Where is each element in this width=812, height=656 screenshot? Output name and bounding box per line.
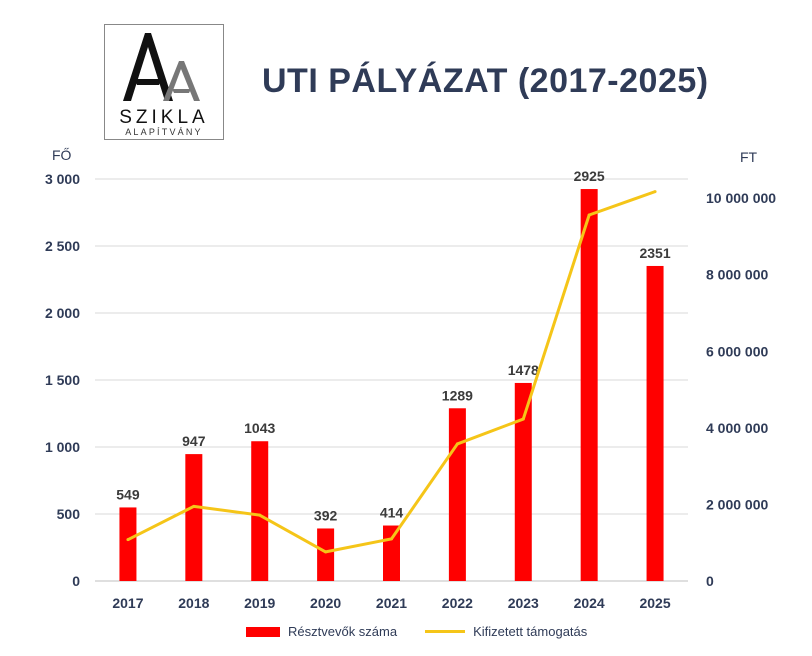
bar-value-label: 414	[380, 505, 404, 521]
support-point-2025	[653, 190, 657, 194]
bar-value-label: 1289	[442, 387, 473, 403]
bar-2021	[383, 525, 400, 581]
bar-value-label: 1478	[508, 362, 539, 378]
legend-line-label: Kifizetett támogatás	[473, 624, 588, 639]
support-point-2021	[390, 537, 393, 541]
right-tick-label: 0	[706, 573, 714, 589]
bar-value-label: 2351	[639, 245, 670, 261]
legend: Résztvevők száma Kifizetett támogatás	[246, 624, 607, 639]
bar-2019	[251, 441, 269, 581]
left-tick-label: 2 000	[45, 305, 80, 321]
legend-item-bar: Résztvevők száma	[246, 624, 397, 639]
left-tick-label: 1 500	[45, 372, 80, 388]
right-tick-label: 8 000 000	[706, 267, 768, 283]
right-axis-label: FT	[740, 149, 758, 165]
legend-bar-swatch	[246, 626, 280, 637]
x-tick-label: 2025	[639, 595, 670, 611]
bar-2018	[185, 454, 203, 581]
left-tick-label: 2 500	[45, 238, 80, 254]
x-tick-label: 2018	[178, 595, 209, 611]
bar-value-label: 1043	[244, 420, 275, 436]
right-tick-label: 2 000 000	[706, 496, 768, 512]
support-point-2020	[324, 550, 328, 554]
support-point-2022	[455, 442, 459, 446]
right-tick-label: 10 000 000	[706, 190, 776, 206]
logo-name: SZIKLA	[119, 107, 208, 128]
legend-line-swatch	[425, 630, 466, 633]
x-tick-label: 2017	[112, 595, 143, 611]
left-tick-label: 3 000	[45, 171, 80, 187]
page-title: UTI PÁLYÁZAT (2017-2025)	[262, 62, 709, 100]
legend-item-line: Kifizetett támogatás	[425, 624, 587, 639]
right-tick-label: 6 000 000	[706, 343, 768, 359]
bar-2025	[646, 265, 664, 581]
support-point-2017	[126, 538, 130, 542]
logo-subtitle: ALAPÍTVÁNY	[125, 127, 203, 137]
logo: SZIKLA ALAPÍTVÁNY	[104, 24, 224, 140]
bar-2024	[580, 189, 598, 582]
legend-bar-label: Résztvevők száma	[288, 624, 398, 639]
bar-value-label: 2925	[574, 168, 605, 184]
bar-value-label: 549	[116, 486, 140, 502]
bar-value-label: 392	[314, 507, 338, 523]
bar-2017	[119, 507, 137, 581]
bar-value-label: 947	[182, 433, 206, 449]
x-tick-label: 2021	[376, 595, 407, 611]
x-tick-label: 2020	[310, 595, 341, 611]
left-axis-label: FŐ	[52, 147, 72, 163]
bar-2020	[317, 528, 335, 581]
left-tick-label: 1 000	[45, 439, 80, 455]
bar-2022	[448, 408, 466, 581]
x-tick-label: 2019	[244, 595, 275, 611]
left-tick-label: 0	[72, 573, 80, 589]
bar-2023	[514, 382, 532, 581]
x-tick-label: 2023	[508, 595, 539, 611]
x-tick-label: 2022	[442, 595, 473, 611]
x-tick-label: 2024	[574, 595, 605, 611]
support-point-2019	[258, 513, 262, 517]
right-tick-label: 4 000 000	[706, 420, 768, 436]
support-point-2023	[521, 417, 525, 421]
logo-letters	[123, 33, 200, 101]
left-tick-label: 500	[57, 506, 81, 522]
support-point-2024	[587, 213, 591, 217]
support-point-2018	[192, 504, 196, 508]
